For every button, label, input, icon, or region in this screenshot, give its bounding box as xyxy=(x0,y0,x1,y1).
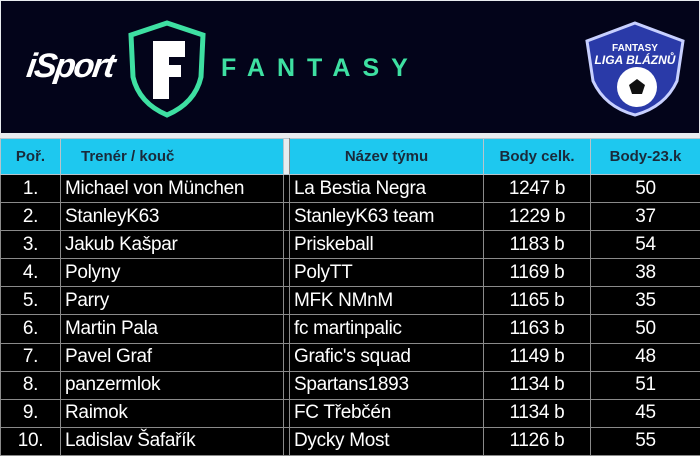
coach-cell: Polyny xyxy=(61,259,284,287)
round-points-cell: 50 xyxy=(591,315,700,343)
coach-cell: Martin Pala xyxy=(61,315,284,343)
total-points-cell: 1229 b xyxy=(484,203,591,231)
round-points-cell: 37 xyxy=(591,203,700,231)
team-cell: Priskeball xyxy=(290,231,484,259)
team-cell: La Bestia Negra xyxy=(290,175,484,203)
rank-cell: 8. xyxy=(1,371,61,399)
round-points-cell: 35 xyxy=(591,287,700,315)
standings-table: Poř. Trenér / kouč Název týmu Body celk.… xyxy=(0,138,700,456)
team-cell: StanleyK63 team xyxy=(290,203,484,231)
team-cell: FC Třebčén xyxy=(290,399,484,427)
coach-cell: Ladislav Šafařík xyxy=(61,427,284,455)
team-cell: Dycky Most xyxy=(290,427,484,455)
team-cell: MFK NMnM xyxy=(290,287,484,315)
rank-cell: 7. xyxy=(1,343,61,371)
header-round-points: Body-23.k xyxy=(591,139,700,175)
header-total-points: Body celk. xyxy=(484,139,591,175)
header-coach: Trenér / kouč xyxy=(61,139,284,175)
total-points-cell: 1163 b xyxy=(484,315,591,343)
round-points-cell: 55 xyxy=(591,427,700,455)
total-points-cell: 1165 b xyxy=(484,287,591,315)
round-points-cell: 48 xyxy=(591,343,700,371)
team-cell: PolyTT xyxy=(290,259,484,287)
total-points-cell: 1169 b xyxy=(484,259,591,287)
total-points-cell: 1247 b xyxy=(484,175,591,203)
rank-cell: 9. xyxy=(1,399,61,427)
coach-cell: Pavel Graf xyxy=(61,343,284,371)
coach-cell: panzermlok xyxy=(61,371,284,399)
total-points-cell: 1149 b xyxy=(484,343,591,371)
rank-cell: 6. xyxy=(1,315,61,343)
total-points-cell: 1126 b xyxy=(484,427,591,455)
total-points-cell: 1183 b xyxy=(484,231,591,259)
table-header-row: Poř. Trenér / kouč Název týmu Body celk.… xyxy=(1,139,700,175)
header-team: Název týmu xyxy=(290,139,484,175)
round-points-cell: 51 xyxy=(591,371,700,399)
liga-blaznu-badge: FANTASY LIGA BLÁZNŮ xyxy=(579,19,691,117)
round-points-cell: 54 xyxy=(591,231,700,259)
rank-cell: 2. xyxy=(1,203,61,231)
rank-cell: 5. xyxy=(1,287,61,315)
team-cell: fc martinpalic xyxy=(290,315,484,343)
coach-cell: StanleyK63 xyxy=(61,203,284,231)
badge-bottom-text: LIGA BLÁZNŮ xyxy=(595,51,676,67)
coach-cell: Jakub Kašpar xyxy=(61,231,284,259)
round-points-cell: 38 xyxy=(591,259,700,287)
rank-cell: 4. xyxy=(1,259,61,287)
fantasy-title: FANTASY xyxy=(221,54,420,83)
total-points-cell: 1134 b xyxy=(484,371,591,399)
total-points-cell: 1134 b xyxy=(484,399,591,427)
rank-cell: 1. xyxy=(1,175,61,203)
rank-cell: 10. xyxy=(1,427,61,455)
team-cell: Grafic's squad xyxy=(290,343,484,371)
isport-logo: iSport xyxy=(24,47,116,86)
coach-cell: Parry xyxy=(61,287,284,315)
fantasy-shield-logo xyxy=(125,19,209,119)
header-rank: Poř. xyxy=(1,139,61,175)
banner: iSport FANTASY FANTASY LIGA BLÁZNŮ xyxy=(1,1,699,133)
coach-cell: Michael von München xyxy=(61,175,284,203)
rank-cell: 3. xyxy=(1,231,61,259)
round-points-cell: 50 xyxy=(591,175,700,203)
team-cell: Spartans1893 xyxy=(290,371,484,399)
coach-cell: Raimok xyxy=(61,399,284,427)
round-points-cell: 45 xyxy=(591,399,700,427)
